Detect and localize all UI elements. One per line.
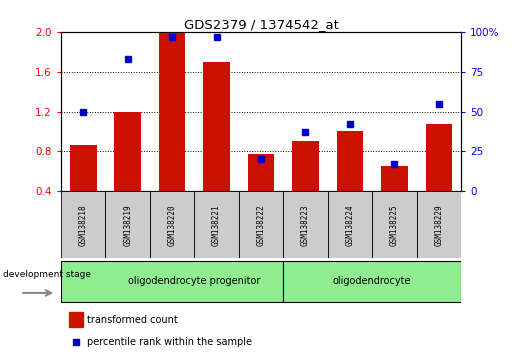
- Bar: [283, 191, 328, 258]
- Bar: [283, 261, 461, 302]
- Bar: [381, 166, 408, 191]
- Text: GSM138225: GSM138225: [390, 204, 399, 246]
- Bar: [426, 125, 452, 191]
- Bar: [61, 261, 283, 302]
- Bar: [159, 32, 186, 191]
- Title: GDS2379 / 1374542_at: GDS2379 / 1374542_at: [183, 18, 339, 31]
- Bar: [372, 191, 417, 258]
- Text: oligodendrocyte progenitor: oligodendrocyte progenitor: [128, 275, 261, 286]
- Text: GSM138222: GSM138222: [257, 204, 266, 246]
- Bar: [292, 141, 319, 191]
- Bar: [150, 191, 195, 258]
- Bar: [248, 154, 275, 191]
- Bar: [105, 191, 150, 258]
- Text: GSM138223: GSM138223: [301, 204, 310, 246]
- Bar: [61, 191, 105, 258]
- Text: oligodendrocyte: oligodendrocyte: [333, 275, 411, 286]
- Text: development stage: development stage: [3, 270, 91, 279]
- Bar: [114, 112, 141, 191]
- Text: transformed count: transformed count: [87, 315, 178, 325]
- Bar: [69, 312, 83, 327]
- Text: GSM138224: GSM138224: [346, 204, 355, 246]
- Bar: [239, 191, 283, 258]
- Bar: [203, 62, 230, 191]
- Text: GSM138221: GSM138221: [212, 204, 221, 246]
- Bar: [417, 191, 461, 258]
- Bar: [337, 131, 363, 191]
- Text: GSM138229: GSM138229: [435, 204, 444, 246]
- Text: GSM138220: GSM138220: [167, 204, 176, 246]
- Bar: [70, 145, 96, 191]
- Text: GSM138218: GSM138218: [78, 204, 87, 246]
- Text: GSM138219: GSM138219: [123, 204, 132, 246]
- Text: percentile rank within the sample: percentile rank within the sample: [87, 337, 252, 347]
- Bar: [195, 191, 239, 258]
- Bar: [328, 191, 372, 258]
